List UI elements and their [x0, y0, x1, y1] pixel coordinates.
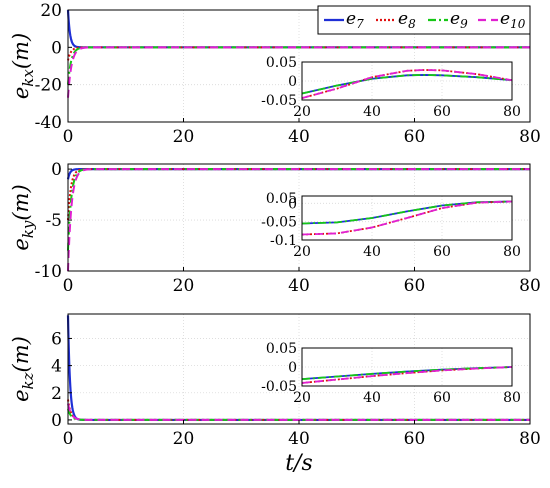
- x-tick-label: 60: [404, 429, 426, 449]
- legend-label-e10: e10: [500, 9, 526, 31]
- inset-axis-box: [301, 195, 513, 241]
- y-axis-label: ekz(m): [9, 336, 37, 402]
- inset-x-tick-label: 20: [293, 390, 311, 406]
- inset-y-tick-label: 0: [288, 74, 297, 90]
- inset-x-tick-label: 60: [433, 104, 451, 120]
- x-tick-label: 20: [173, 276, 195, 296]
- y-tick-label: 4: [51, 357, 62, 377]
- legend-label-e8: e8: [398, 9, 416, 31]
- x-axis-label: t/s: [285, 451, 313, 476]
- series-line-e9: [67, 168, 531, 251]
- inset-y-tick-label: -0.1: [270, 233, 297, 249]
- x-tick-label: 40: [288, 127, 310, 147]
- inset-x-tick-label: 40: [363, 390, 381, 406]
- inset-x-tick-label: 40: [363, 244, 381, 260]
- inset-y-tick-label: 0: [288, 360, 297, 376]
- inset-x-tick-label: 60: [433, 244, 451, 260]
- x-tick-label: 60: [404, 276, 426, 296]
- y-tick-label: 6: [51, 329, 62, 349]
- inset-series-line-e10: [301, 366, 513, 384]
- inset-series-line-e10: [301, 69, 513, 99]
- panel-3: 0 20 40 60 80 0 2 4 6 ekz(m) t/s 20 40 60 80 0.05 0 -0.05: [9, 313, 541, 476]
- inset-series-line-e10: [301, 200, 513, 236]
- inset-axis-box: [301, 347, 513, 387]
- y-tick-label: -5: [45, 211, 62, 231]
- inset-x-tick-label: 80: [503, 244, 521, 260]
- legend-label-e7: e7: [346, 9, 364, 31]
- series-line-e10: [67, 403, 531, 421]
- x-tick-label: 40: [288, 276, 310, 296]
- inset-y-tick-label: 0: [288, 196, 297, 212]
- y-axis-label-text: ekx(m): [9, 33, 37, 99]
- inset-panel-3: 20 40 60 80 0.05 0 -0.05: [261, 341, 521, 406]
- inset-x-tick-label: 40: [363, 104, 381, 120]
- legend: e7 e8 e9 e10: [317, 5, 531, 35]
- y-axis-label-text: eky(m): [9, 184, 37, 250]
- inset-y-tick-label: -0.05: [261, 215, 297, 231]
- inset-y-tick-label: 0.05: [266, 341, 297, 357]
- y-tick-label: 0: [51, 160, 62, 180]
- y-tick-label: 0: [51, 38, 62, 58]
- inset-axis-box: [301, 61, 513, 101]
- x-tick-label: 0: [63, 276, 74, 296]
- y-tick-label: -10: [35, 262, 62, 282]
- inset-x-tick-label: 20: [293, 104, 311, 120]
- series-line-e10: [67, 168, 531, 272]
- x-tick-label: 80: [519, 276, 541, 296]
- legend-box: [317, 5, 531, 35]
- inset-x-tick-label: 20: [293, 244, 311, 260]
- inset-x-tick-label: 80: [503, 390, 521, 406]
- x-tick-label: 20: [173, 127, 195, 147]
- legend-label-e9: e9: [450, 9, 468, 31]
- inset-y-tick-label: -0.05: [261, 379, 297, 395]
- y-tick-label: 20: [40, 1, 62, 21]
- inset-x-tick-label: 60: [433, 390, 451, 406]
- x-tick-label: 80: [519, 127, 541, 147]
- inset-y-tick-label: 0.05: [266, 191, 297, 207]
- inset-series-line-e9: [301, 200, 513, 225]
- y-axis-label: eky(m): [9, 184, 37, 250]
- y-tick-label: -20: [35, 76, 62, 96]
- inset-x-tick-label: 80: [503, 104, 521, 120]
- inset-series-line-e9: [301, 366, 513, 381]
- x-tick-label: 60: [404, 127, 426, 147]
- x-tick-label: 40: [288, 429, 310, 449]
- x-tick-label: 80: [519, 429, 541, 449]
- inset-y-tick-label: 0.05: [266, 55, 297, 71]
- y-axis-label-text: ekz(m): [9, 336, 37, 402]
- x-tick-label: 0: [63, 429, 74, 449]
- inset-y-tick-label: -0.05: [261, 93, 297, 109]
- y-tick-label: 2: [51, 384, 62, 404]
- y-tick-label: 0: [51, 411, 62, 431]
- y-axis-label: ekx(m): [9, 33, 37, 99]
- inset-panel-1: 20 40 60 80 0.05 0 -0.05: [261, 55, 521, 120]
- x-tick-label: 0: [63, 127, 74, 147]
- x-tick-label: 20: [173, 429, 195, 449]
- inset-panel-2: 20 40 60 80 0.050 -0.05 -0.1: [261, 191, 521, 260]
- inset-series-line-e9: [301, 74, 513, 95]
- series-line-e10: [67, 46, 531, 98]
- y-tick-label: -40: [35, 113, 62, 133]
